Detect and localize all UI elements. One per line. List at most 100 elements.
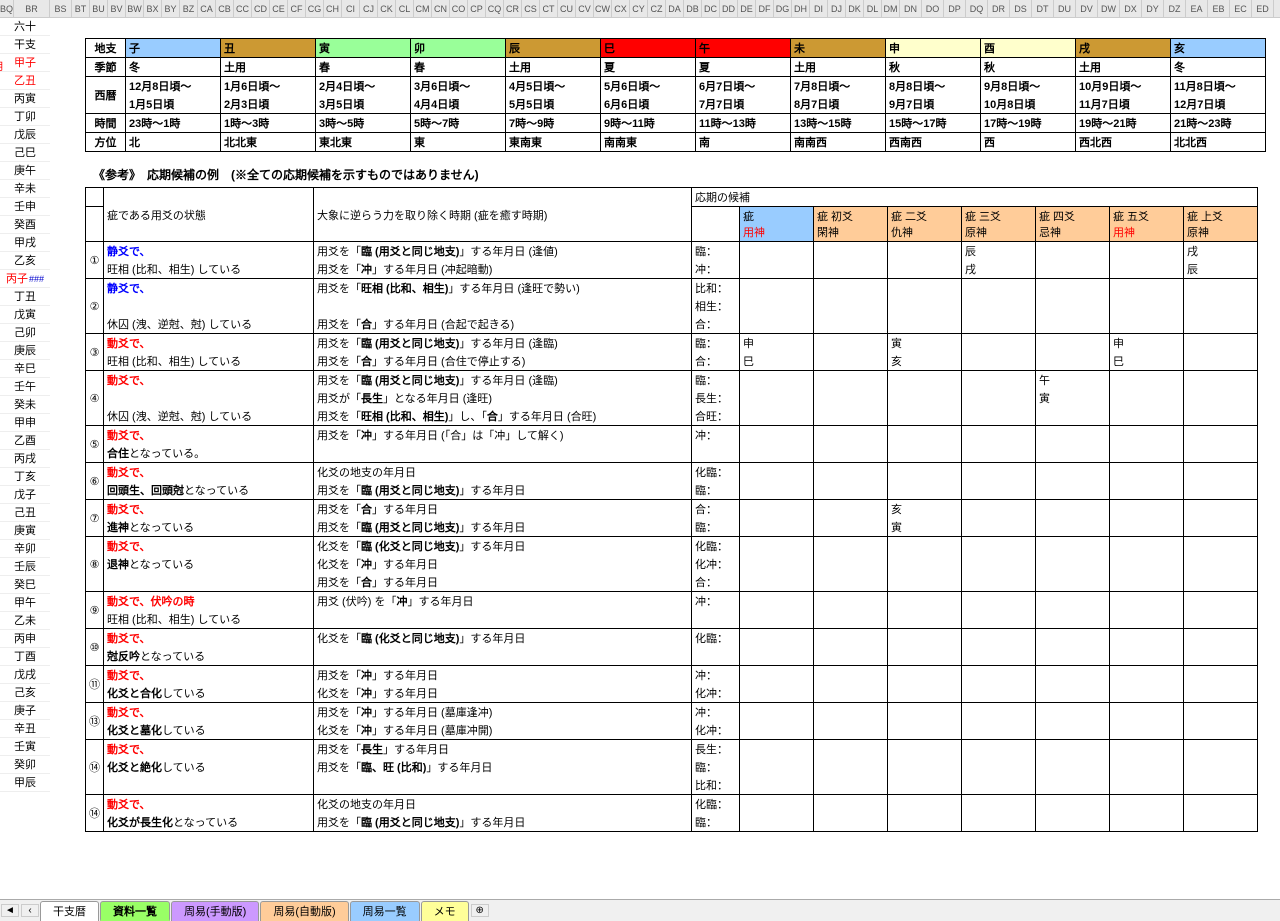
col-header[interactable]: CO: [450, 0, 468, 17]
sheet-tab[interactable]: メモ: [421, 901, 469, 921]
side-label: 癸卯: [0, 756, 50, 774]
main-grid: 月 六十干支甲子乙丑丙寅丁卯戊辰己巳庚午辛未壬申癸酉甲戌乙亥丙子###丁丑戊寅己…: [0, 18, 1280, 898]
col-header[interactable]: BZ: [180, 0, 198, 17]
col-header[interactable]: BW: [126, 0, 144, 17]
col-header[interactable]: DN: [900, 0, 922, 17]
col-header[interactable]: DU: [1054, 0, 1076, 17]
col-header[interactable]: EB: [1208, 0, 1230, 17]
col-header[interactable]: DC: [702, 0, 720, 17]
col-header[interactable]: BT: [72, 0, 90, 17]
side-label: 甲戌: [0, 234, 50, 252]
side-label: 壬寅: [0, 738, 50, 756]
sheet-tab[interactable]: 周易(手動版): [171, 901, 259, 921]
side-label: 乙丑: [0, 72, 50, 90]
col-header[interactable]: EA: [1186, 0, 1208, 17]
col-header[interactable]: DS: [1010, 0, 1032, 17]
col-header[interactable]: CK: [378, 0, 396, 17]
col-header[interactable]: DX: [1120, 0, 1142, 17]
side-label: 丙寅: [0, 90, 50, 108]
col-header[interactable]: CI: [342, 0, 360, 17]
col-header[interactable]: CL: [396, 0, 414, 17]
side-label: 辛未: [0, 180, 50, 198]
side-label: 癸未: [0, 396, 50, 414]
reference-title: 《参考》 応期候補の例 (※全ての応期候補を示すものではありません): [85, 162, 1280, 187]
sheet-tab[interactable]: 周易(自動版): [260, 901, 348, 921]
col-header[interactable]: CM: [414, 0, 432, 17]
col-header[interactable]: DY: [1142, 0, 1164, 17]
col-header[interactable]: DZ: [1164, 0, 1186, 17]
side-label: 乙酉: [0, 432, 50, 450]
side-label: 甲申: [0, 414, 50, 432]
col-header[interactable]: BV: [108, 0, 126, 17]
col-header[interactable]: CG: [306, 0, 324, 17]
side-label: 壬午: [0, 378, 50, 396]
col-header[interactable]: DH: [792, 0, 810, 17]
col-header[interactable]: DJ: [828, 0, 846, 17]
col-header[interactable]: CS: [522, 0, 540, 17]
col-header[interactable]: DA: [666, 0, 684, 17]
col-header[interactable]: CR: [504, 0, 522, 17]
side-label: 己巳: [0, 144, 50, 162]
col-header[interactable]: ED: [1252, 0, 1274, 17]
col-header[interactable]: CN: [432, 0, 450, 17]
col-header[interactable]: CV: [576, 0, 594, 17]
col-header[interactable]: CB: [216, 0, 234, 17]
side-label: 乙未: [0, 612, 50, 630]
col-header[interactable]: DV: [1076, 0, 1098, 17]
col-header[interactable]: BY: [162, 0, 180, 17]
col-header[interactable]: DM: [882, 0, 900, 17]
col-header[interactable]: CT: [540, 0, 558, 17]
col-header[interactable]: CZ: [648, 0, 666, 17]
col-header[interactable]: DP: [944, 0, 966, 17]
col-header[interactable]: CE: [270, 0, 288, 17]
col-header[interactable]: DG: [774, 0, 792, 17]
add-sheet-button[interactable]: ⊕: [471, 904, 489, 917]
col-header[interactable]: CJ: [360, 0, 378, 17]
col-header[interactable]: DB: [684, 0, 702, 17]
col-header[interactable]: CQ: [486, 0, 504, 17]
col-header[interactable]: CU: [558, 0, 576, 17]
col-header[interactable]: CA: [198, 0, 216, 17]
side-label: 庚子: [0, 702, 50, 720]
col-header[interactable]: DW: [1098, 0, 1120, 17]
reference-table: 疵である用爻の状態大象に逆らう力を取り除く時期 (疵を癒す時期)応期の候補疵用神…: [85, 187, 1258, 832]
column-headers[interactable]: BQBRBSBTBUBVBWBXBYBZCACBCCCDCECFCGCHCICJ…: [0, 0, 1280, 18]
col-header[interactable]: DE: [738, 0, 756, 17]
col-header[interactable]: BS: [50, 0, 72, 17]
col-header[interactable]: DO: [922, 0, 944, 17]
sheet-tab[interactable]: 周易一覧: [350, 901, 420, 921]
col-header[interactable]: CD: [252, 0, 270, 17]
col-header[interactable]: CC: [234, 0, 252, 17]
col-header[interactable]: CY: [630, 0, 648, 17]
side-label: 戊子: [0, 486, 50, 504]
side-label: 丁丑: [0, 288, 50, 306]
col-header[interactable]: DR: [988, 0, 1010, 17]
col-header[interactable]: CF: [288, 0, 306, 17]
tab-nav-first[interactable]: ◄: [1, 904, 19, 917]
side-label: 丙戌: [0, 450, 50, 468]
col-header[interactable]: CX: [612, 0, 630, 17]
col-header[interactable]: DI: [810, 0, 828, 17]
col-header[interactable]: BQ: [0, 0, 14, 17]
col-header[interactable]: CW: [594, 0, 612, 17]
spreadsheet-view: BQBRBSBTBUBVBWBXBYBZCACBCCCDCECFCGCHCICJ…: [0, 0, 1280, 921]
col-header[interactable]: DT: [1032, 0, 1054, 17]
col-header[interactable]: CH: [324, 0, 342, 17]
sheet-tab[interactable]: 干支暦: [40, 901, 99, 921]
col-header[interactable]: DL: [864, 0, 882, 17]
col-header[interactable]: DF: [756, 0, 774, 17]
col-header[interactable]: BX: [144, 0, 162, 17]
col-header[interactable]: CP: [468, 0, 486, 17]
sheet-tab[interactable]: 資料一覧: [100, 901, 170, 921]
content-area: 地支子丑寅卯辰巳午未申酉戌亥季節冬土用春春土用夏夏土用秋秋土用冬西暦12月8日頃…: [50, 18, 1280, 898]
col-header[interactable]: BU: [90, 0, 108, 17]
col-header[interactable]: DQ: [966, 0, 988, 17]
side-label: 六十: [0, 18, 50, 36]
tab-nav-prev[interactable]: ‹: [21, 904, 39, 917]
col-header[interactable]: DK: [846, 0, 864, 17]
side-label: 己卯: [0, 324, 50, 342]
side-label: 甲辰: [0, 774, 50, 792]
col-header[interactable]: EC: [1230, 0, 1252, 17]
col-header[interactable]: DD: [720, 0, 738, 17]
col-header[interactable]: BR: [14, 0, 50, 17]
